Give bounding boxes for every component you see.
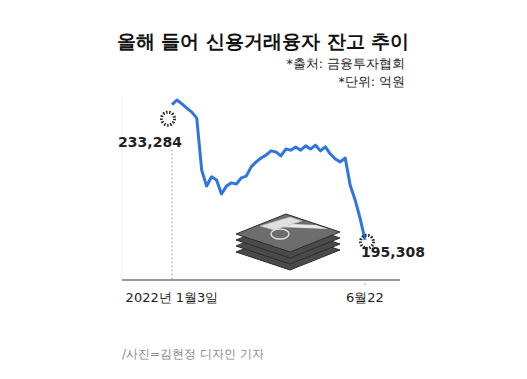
money-illustration [236,214,340,270]
title: 올해 들어 신용거래융자 잔고 추이 [117,30,409,52]
line [172,100,365,240]
x-tick-label: 2022년 1월3일 [126,290,219,305]
y-axis [122,95,123,280]
value-label: 233,284 [118,134,182,150]
x-tick [365,280,366,285]
x-tick [172,150,173,280]
plot-area [172,100,365,240]
value-label: 195,308 [361,244,425,260]
x-tick-label: 6월22 [346,290,384,305]
unit: *단위: 억원 [339,74,405,89]
point-marker [162,112,175,125]
bill [236,214,340,252]
x-axis [122,280,400,281]
source: *출처: 금융투자협회 [287,56,405,71]
band [260,217,302,230]
chart: 올해 들어 신용거래융자 잔고 추이 *출처: 금융투자협회 *단위: 억원 2022… [0,0,527,379]
coin-mark [271,229,289,239]
caption: /사진=김현정 디자인 기자 [122,347,264,361]
